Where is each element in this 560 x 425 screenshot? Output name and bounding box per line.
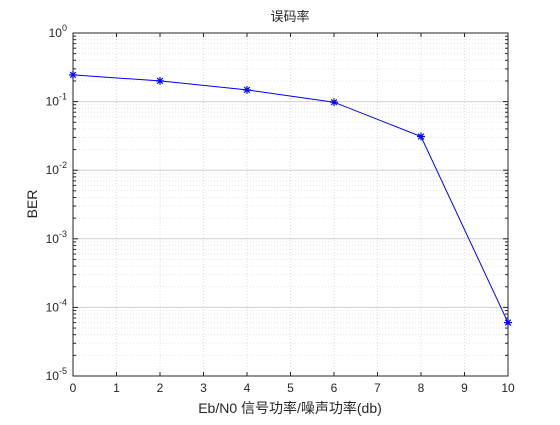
x-tick-label: 8 (418, 381, 425, 395)
marker-stroke (417, 133, 425, 140)
series-line (72, 74, 509, 323)
x-tick-label: 7 (374, 381, 381, 395)
data-point-marker (417, 132, 425, 141)
x-tick-label: 1 (113, 381, 120, 395)
x-axis-label: Eb/N0 信号功率/噪声功率(db) (198, 400, 382, 416)
x-tick-labels: 0 1 2 3 4 5 6 7 8 9 10 (70, 381, 515, 395)
data-point-marker (156, 76, 164, 85)
y-tick-labels: 10-5 10-4 10-3 10-2 10-1 100 (46, 23, 67, 383)
axis-ticks (72, 32, 509, 377)
marker-stroke (330, 98, 338, 106)
data-point-marker (243, 85, 251, 94)
series-layer (69, 70, 512, 327)
marker-stroke (504, 319, 512, 326)
marker-stroke (156, 77, 164, 85)
x-tick-label: 2 (157, 381, 164, 395)
x-tick-label: 0 (70, 381, 77, 395)
chart-title: 误码率 (270, 9, 309, 24)
data-point-marker (504, 318, 512, 327)
y-tick-label: 10-5 (46, 366, 67, 383)
data-point-marker (69, 70, 77, 79)
marker-stroke (69, 71, 77, 79)
y-axis-label: BER (24, 190, 40, 219)
x-tick-label: 4 (244, 381, 251, 395)
y-tick-label: 10-2 (46, 160, 67, 177)
y-tick-label: 10-4 (46, 297, 67, 314)
data-point-marker (330, 98, 338, 107)
x-tick-label: 10 (501, 381, 515, 395)
minor-grid (73, 35, 508, 356)
x-tick-label: 5 (287, 381, 294, 395)
x-tick-label: 3 (200, 381, 207, 395)
marker-stroke (243, 86, 251, 94)
y-tick-label: 100 (49, 23, 67, 40)
y-tick-label: 10-3 (46, 229, 67, 246)
x-tick-label: 9 (461, 381, 468, 395)
x-tick-label: 6 (331, 381, 338, 395)
y-tick-label: 10-1 (46, 92, 67, 109)
